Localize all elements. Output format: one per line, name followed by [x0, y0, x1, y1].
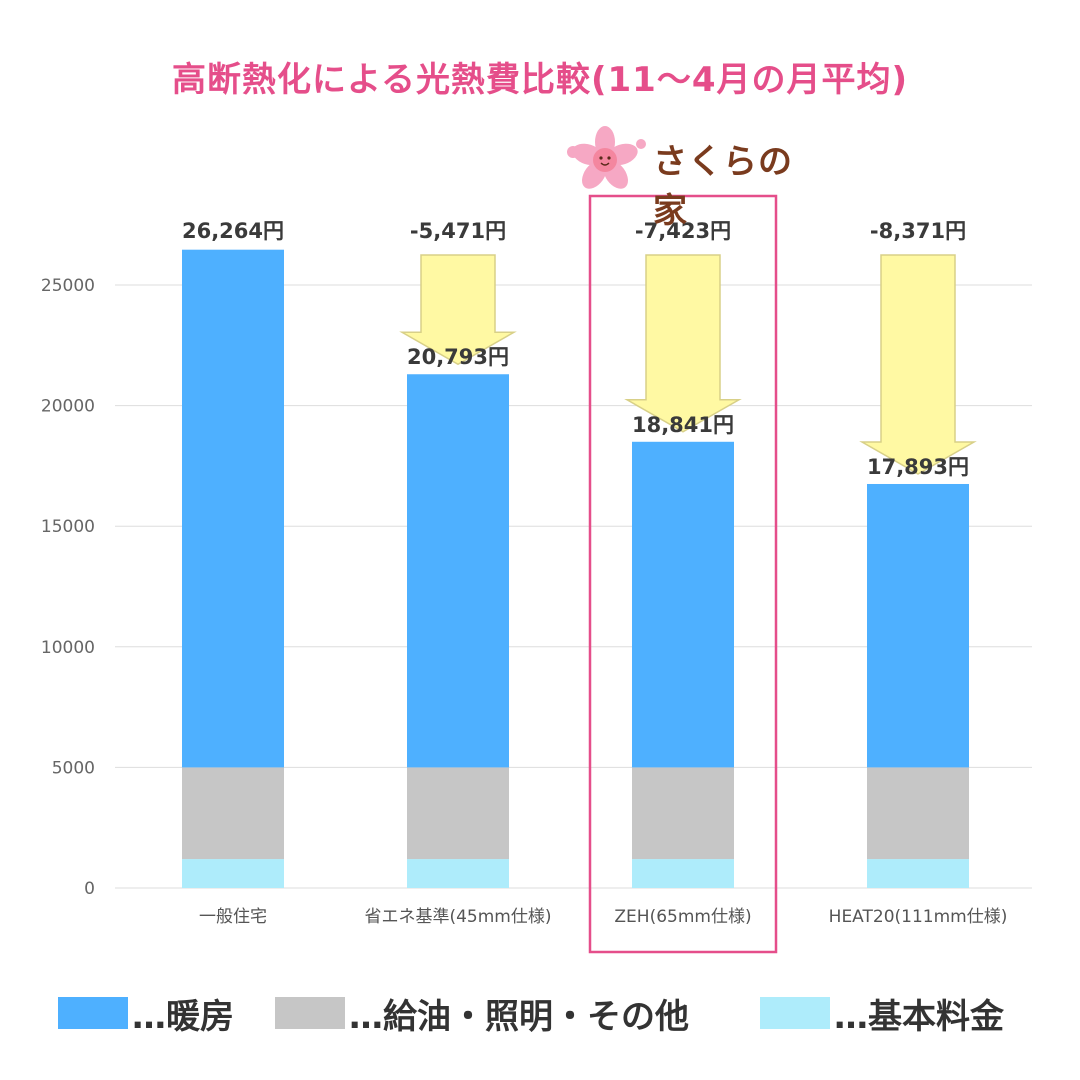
bar-segment-basic: [867, 859, 969, 888]
legend-label-basic: …基本料金: [834, 996, 1004, 1037]
legend-label-heating: …暖房: [132, 996, 234, 1037]
legend-swatch-other: [275, 997, 345, 1029]
total-label: 17,893円: [867, 455, 969, 479]
legend: …暖房 …給油・照明・その他 …基本料金: [0, 990, 1080, 1037]
legend-item-basic: …基本料金: [760, 990, 1004, 1037]
total-label: 20,793円: [407, 345, 509, 369]
y-tick-label: 0: [84, 879, 95, 899]
reduction-label: -5,471円: [410, 219, 506, 243]
chart-title: 高断熱化による光熱費比較(11〜4月の月平均): [171, 60, 909, 100]
bar-segment-heating: [632, 441, 734, 768]
logo-text: さくらの家: [653, 142, 793, 231]
x-tick-label: 省エネ基準(45mm仕様): [364, 907, 551, 927]
legend-item-other: …給油・照明・その他: [275, 990, 689, 1037]
y-tick-label: 25000: [41, 276, 95, 296]
legend-swatch-heating: [58, 997, 128, 1029]
y-tick-label: 10000: [41, 638, 95, 658]
reduction-arrow: [859, 254, 977, 475]
bar-segment-other: [182, 767, 284, 860]
x-tick-label: HEAT20(111mm仕様): [829, 907, 1008, 927]
y-tick-label: 5000: [52, 758, 95, 778]
highlight-box: [588, 194, 778, 954]
legend-swatch-basic: [760, 997, 830, 1029]
bar-segment-other: [632, 767, 734, 860]
total-label: 26,264円: [182, 219, 284, 243]
reduction-label: -8,371円: [870, 219, 966, 243]
x-tick-label: 一般住宅: [199, 907, 267, 927]
bar-segment-basic: [407, 859, 509, 888]
bar-segment-basic: [182, 859, 284, 888]
reduction-arrow: [624, 254, 742, 433]
x-tick-label: ZEH(65mm仕様): [614, 907, 751, 927]
reduction-label: -7,423円: [635, 219, 731, 243]
legend-item-heating: …暖房: [58, 990, 234, 1037]
y-tick-label: 15000: [41, 517, 95, 537]
sakura-flower-icon: [567, 126, 646, 189]
bar-segment-other: [407, 767, 509, 860]
bar-segment-heating: [407, 374, 509, 768]
bar-segment-heating: [182, 249, 284, 768]
y-tick-label: 20000: [41, 397, 95, 417]
total-label: 18,841円: [632, 413, 734, 437]
legend-label-other: …給油・照明・その他: [349, 996, 689, 1037]
bar-segment-other: [867, 767, 969, 860]
bar-segment-heating: [867, 483, 969, 768]
bar-segment-basic: [632, 859, 734, 888]
reduction-arrow: [399, 254, 517, 366]
sakura-logo: さくらの家: [563, 122, 823, 231]
